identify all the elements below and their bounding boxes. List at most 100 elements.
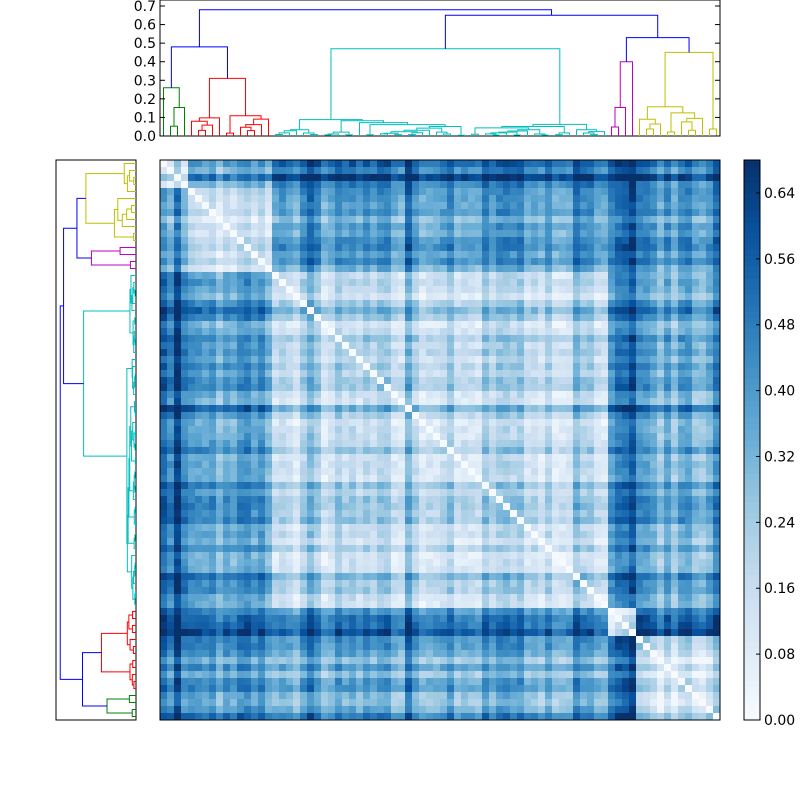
heatmap-cell <box>496 433 504 441</box>
heatmap-cell <box>188 363 196 371</box>
heatmap-cell <box>181 461 189 469</box>
heatmap-cell <box>230 370 238 378</box>
heatmap-cell <box>279 573 287 581</box>
heatmap-cell <box>188 538 196 546</box>
heatmap-cell <box>328 370 336 378</box>
heatmap-cell <box>426 545 434 553</box>
heatmap-cell <box>356 426 364 434</box>
heatmap-cell <box>615 188 623 196</box>
heatmap-cell <box>244 468 252 476</box>
heatmap-cell <box>559 496 567 504</box>
heatmap-cell <box>419 503 427 511</box>
heatmap-cell <box>657 286 665 294</box>
heatmap-cell <box>664 482 672 490</box>
heatmap-cell <box>398 363 406 371</box>
heatmap-cell <box>447 468 455 476</box>
heatmap-cell <box>706 573 714 581</box>
dendrogram-link <box>229 115 262 134</box>
heatmap-cell <box>174 174 182 182</box>
dendrogram-link <box>128 695 136 703</box>
heatmap-cell <box>286 279 294 287</box>
heatmap-cell <box>517 202 525 210</box>
heatmap-cell <box>454 181 462 189</box>
heatmap-cell <box>538 496 546 504</box>
heatmap-cell <box>622 517 630 525</box>
dendrogram-link <box>83 310 130 457</box>
heatmap-cell <box>356 370 364 378</box>
heatmap-cell <box>377 223 385 231</box>
heatmap-cell <box>664 286 672 294</box>
heatmap-cell <box>643 223 651 231</box>
heatmap-cell <box>636 300 644 308</box>
heatmap-cell <box>244 321 252 329</box>
heatmap-cell <box>265 510 273 518</box>
heatmap-cell <box>370 216 378 224</box>
heatmap-cell <box>524 566 532 574</box>
heatmap-cell <box>202 314 210 322</box>
heatmap-cell <box>160 216 168 224</box>
heatmap-cell <box>195 293 203 301</box>
heatmap-cell <box>692 181 700 189</box>
heatmap-cell <box>636 195 644 203</box>
heatmap-cell <box>461 440 469 448</box>
heatmap-cell <box>195 433 203 441</box>
heatmap-cell <box>615 468 623 476</box>
heatmap-cell <box>412 181 420 189</box>
heatmap-cell <box>363 510 371 518</box>
heatmap-cell <box>664 419 672 427</box>
heatmap-cell <box>615 377 623 385</box>
heatmap-cell <box>538 307 546 315</box>
heatmap-cell <box>713 482 721 490</box>
heatmap-cell <box>356 286 364 294</box>
heatmap-cell <box>643 349 651 357</box>
heatmap-cell <box>195 272 203 280</box>
heatmap-cell <box>538 545 546 553</box>
heatmap-cell <box>209 342 217 350</box>
heatmap-cell <box>524 405 532 413</box>
heatmap-cell <box>475 279 483 287</box>
heatmap-cell <box>594 391 602 399</box>
heatmap-cell <box>265 391 273 399</box>
heatmap-cell <box>314 517 322 525</box>
heatmap-cell <box>573 412 581 420</box>
heatmap-cell <box>167 426 175 434</box>
heatmap-cell <box>489 510 497 518</box>
heatmap-cell <box>678 489 686 497</box>
heatmap-cell <box>489 223 497 231</box>
heatmap-cell <box>636 461 644 469</box>
heatmap-cell <box>349 419 357 427</box>
heatmap-cell <box>440 552 448 560</box>
heatmap-cell <box>223 391 231 399</box>
heatmap-cell <box>440 160 448 168</box>
heatmap-cell <box>468 377 476 385</box>
heatmap-cell <box>363 300 371 308</box>
heatmap-cell <box>244 244 252 252</box>
heatmap-cell <box>314 552 322 560</box>
heatmap-cell <box>650 265 658 273</box>
heatmap-cell <box>454 174 462 182</box>
heatmap-cell <box>167 258 175 266</box>
heatmap-cell <box>678 419 686 427</box>
heatmap-cell <box>510 279 518 287</box>
heatmap-cell <box>643 468 651 476</box>
heatmap-cell <box>706 496 714 504</box>
heatmap-cell <box>174 391 182 399</box>
heatmap-cell <box>349 405 357 413</box>
heatmap-cell <box>349 209 357 217</box>
heatmap-cell <box>447 258 455 266</box>
heatmap-cell <box>678 468 686 476</box>
heatmap-cell <box>538 370 546 378</box>
dendrogram-link <box>128 614 133 630</box>
dendrogram-link <box>76 197 92 259</box>
heatmap-cell <box>440 573 448 581</box>
heatmap-cell <box>279 377 287 385</box>
heatmap-cell <box>664 181 672 189</box>
heatmap-cell <box>643 258 651 266</box>
heatmap-cell <box>384 559 392 567</box>
heatmap-cell <box>370 223 378 231</box>
heatmap-cell <box>517 251 525 259</box>
heatmap-cell <box>237 349 245 357</box>
heatmap-cell <box>559 384 567 392</box>
heatmap-cell <box>629 559 637 567</box>
top-dendrogram <box>159 0 721 137</box>
